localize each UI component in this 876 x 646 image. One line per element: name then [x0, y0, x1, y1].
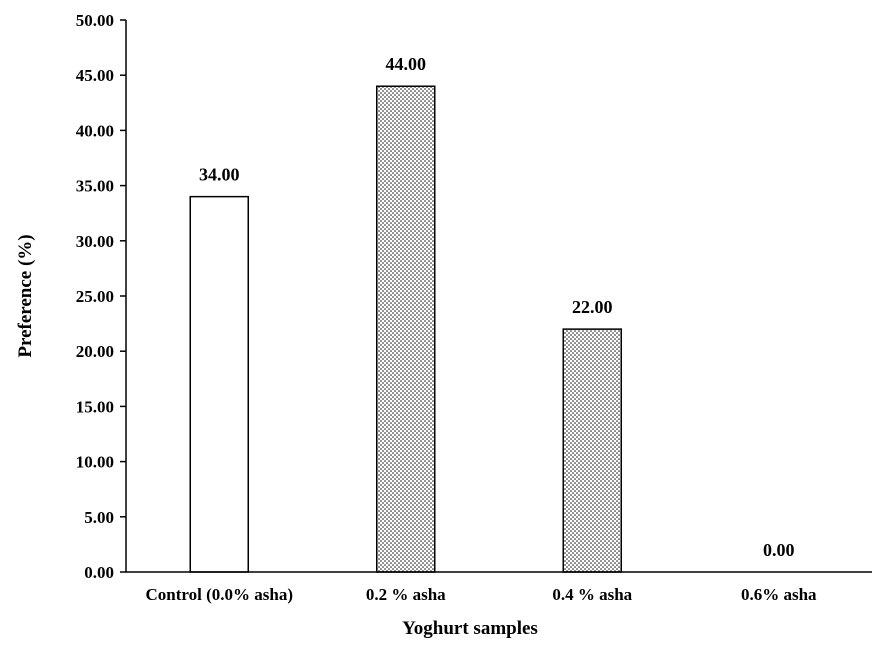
y-tick-label: 40.00: [76, 121, 114, 140]
y-tick-label: 50.00: [76, 11, 114, 30]
y-axis-label: Preference (%): [15, 234, 36, 357]
y-tick-label: 10.00: [76, 453, 114, 472]
y-tick-label: 15.00: [76, 397, 114, 416]
bar: [562, 328, 622, 573]
bar-value-label: 0.00: [763, 540, 795, 560]
y-tick-label: 20.00: [76, 342, 114, 361]
bars: [189, 85, 622, 573]
bar-value-label: 22.00: [572, 297, 613, 317]
x-axis-tick-labels: Control (0.0% asha) 0.2 % asha 0.4 % asha 0…: [146, 585, 818, 604]
bar: [189, 195, 249, 573]
x-tick-label: 0.2 % asha: [366, 585, 446, 604]
bar: [376, 85, 436, 573]
data-labels: 34.00 44.00 22.00 0.00: [199, 54, 795, 560]
y-tick-label: 25.00: [76, 287, 114, 306]
x-tick-label: 0.4 % asha: [552, 585, 632, 604]
bar-value-label: 44.00: [386, 54, 427, 74]
x-axis-label: Yoghurt samples: [402, 618, 538, 639]
bar-value-label: 34.00: [199, 165, 240, 185]
y-tick-label: 5.00: [84, 508, 114, 527]
x-tick-label: Control (0.0% asha): [146, 585, 294, 604]
y-axis-ticks: 0.00 5.00 10.00 15.00 20.00 25.00 30.00 35.00 40…: [76, 11, 126, 582]
x-tick-label: 0.6% asha: [741, 585, 817, 604]
y-tick-label: 45.00: [76, 66, 114, 85]
y-tick-label: 0.00: [84, 563, 114, 582]
y-tick-label: 35.00: [76, 177, 114, 196]
y-tick-label: 30.00: [76, 232, 114, 251]
